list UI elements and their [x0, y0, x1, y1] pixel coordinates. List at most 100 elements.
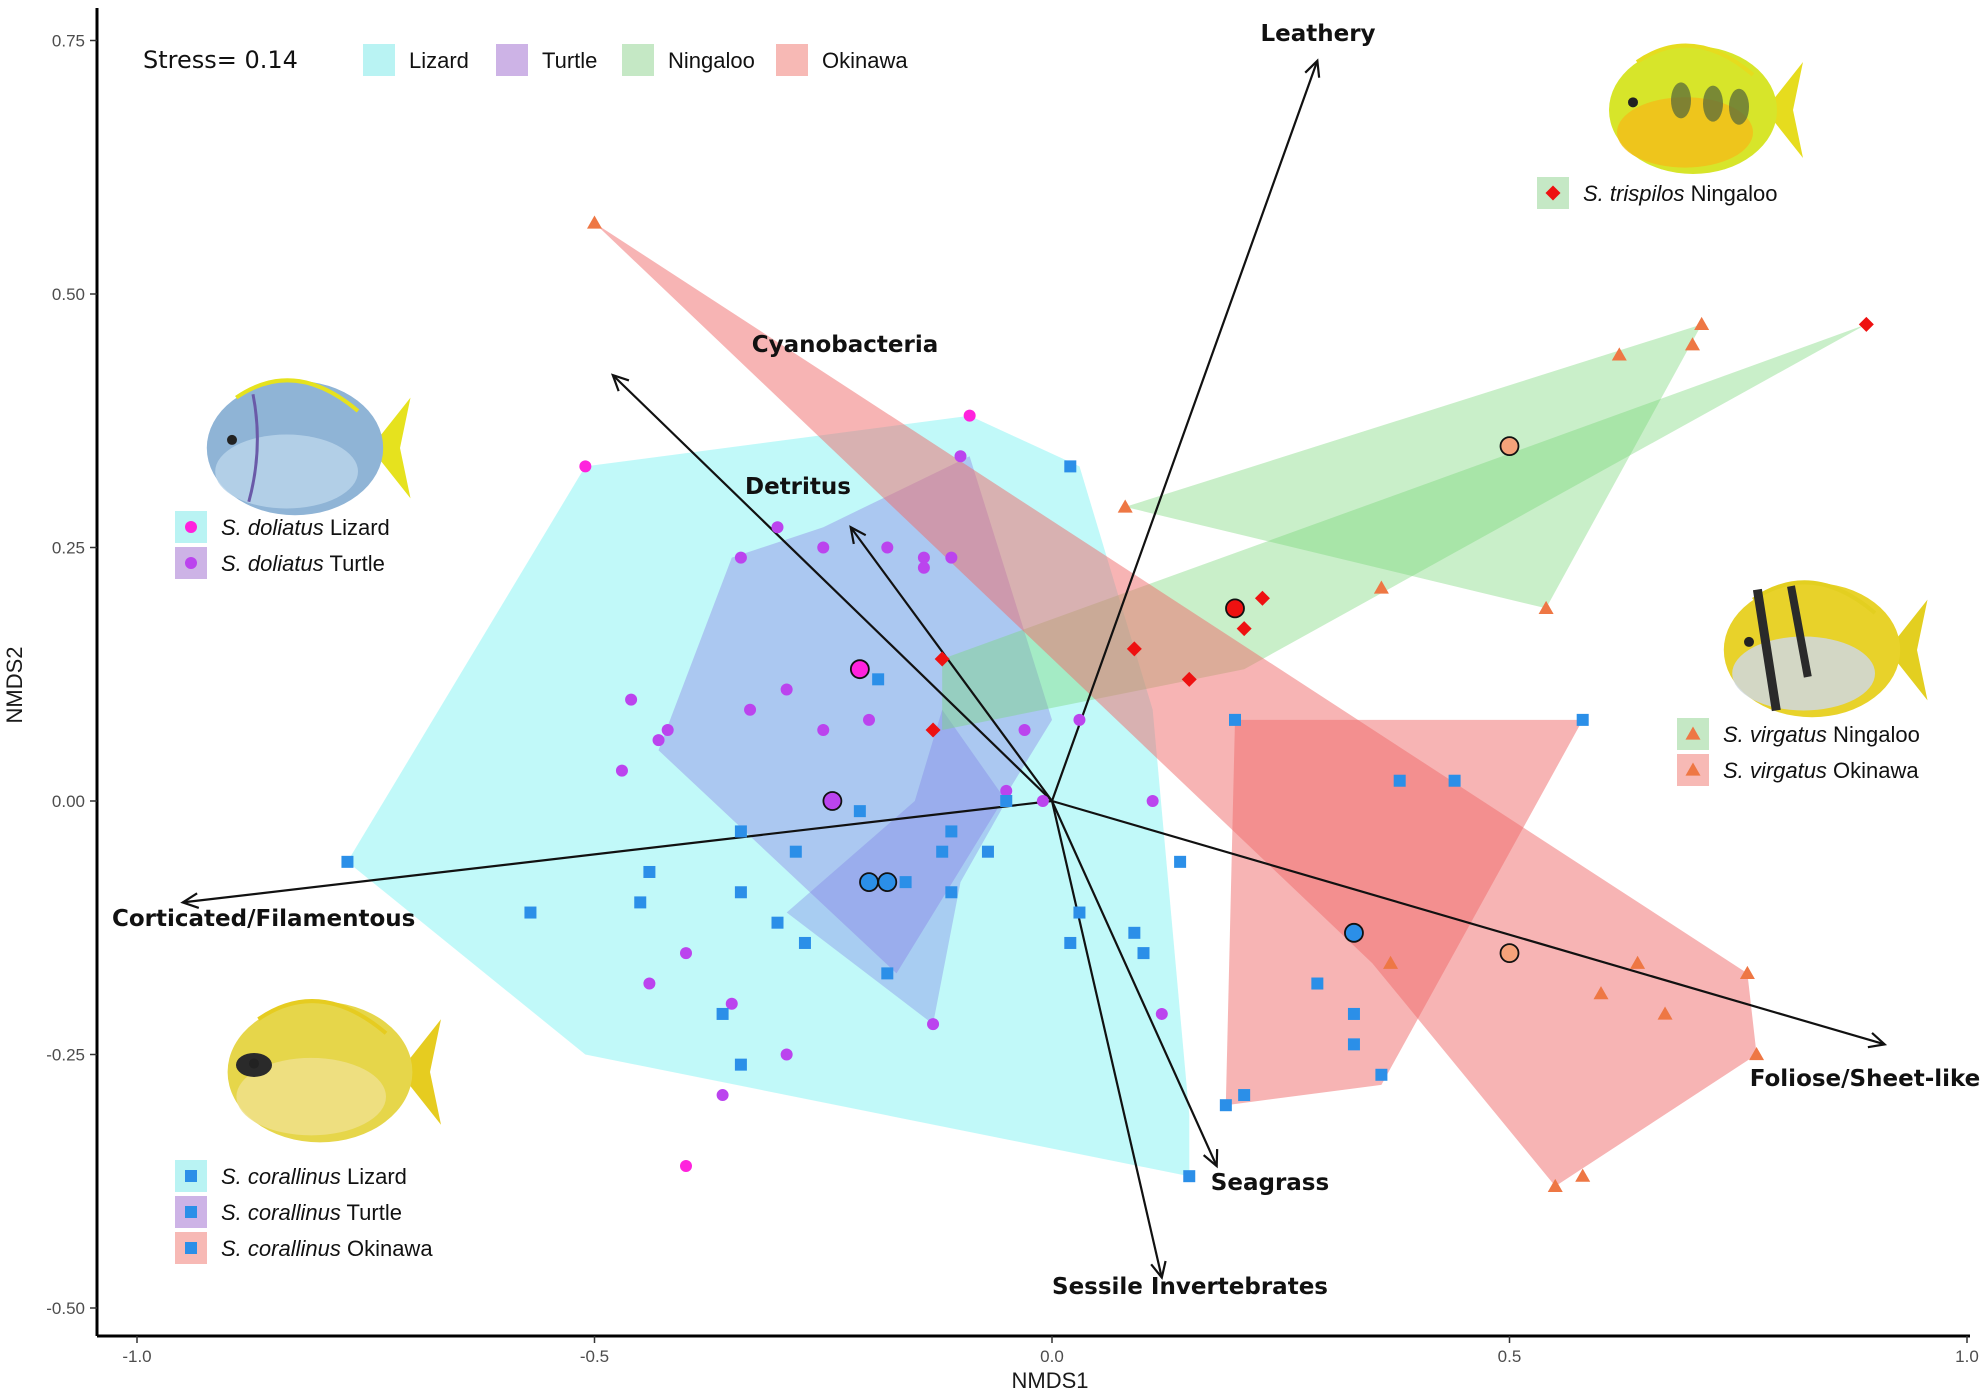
env-vectors: Leathery Cyanobacteria Detritus Corticated/…: [112, 21, 1980, 1300]
data-point: [934, 651, 950, 667]
data-point: [1383, 955, 1399, 969]
data-point: [744, 703, 757, 716]
data-point: [927, 1018, 940, 1031]
x-ticks: -1.0 -0.5 0.0 0.5 1.0: [122, 1336, 1979, 1366]
data-point: [817, 724, 830, 737]
vector-arrowhead: [1867, 1032, 1888, 1049]
data-point: [734, 825, 747, 838]
data-point: [899, 876, 912, 889]
vector-label-seagrass: Seagrass: [1211, 1170, 1329, 1196]
x-tick-label: -0.5: [580, 1347, 609, 1366]
data-point: [1000, 784, 1013, 797]
legend-label: Lizard: [409, 48, 469, 73]
hull-s-doliatus-lizard: [658, 456, 1052, 974]
stress-label: Stress= 0.14: [143, 46, 298, 74]
y-tick-label: 0.50: [52, 285, 85, 304]
hull-s-virgatus-ningaloo: [1125, 324, 1702, 609]
data-point: [634, 896, 647, 909]
legend-label: S. doliatus Lizard: [221, 515, 390, 540]
data-point: [1611, 347, 1627, 361]
legend-label: S. virgatus Okinawa: [1723, 758, 1919, 783]
series-s-corallinus: [341, 460, 1589, 1183]
data-point: [853, 805, 866, 818]
vector-label-cyanobacteria: Cyanobacteria: [752, 332, 939, 358]
vector-label-leathery: Leathery: [1260, 21, 1375, 47]
data-point: [643, 865, 656, 878]
legend-marker: [1685, 762, 1701, 776]
species-legend-s-virgatus-okinawa: S. virgatus Okinawa: [1677, 754, 1919, 786]
data-point: [1657, 1006, 1673, 1020]
legend-marker: [185, 1242, 197, 1254]
legend-label: S. doliatus Turtle: [221, 551, 385, 576]
legend-label: Ningaloo: [668, 48, 755, 73]
data-point: [798, 936, 811, 949]
trispilos-fish-icon: [1609, 43, 1803, 174]
data-point: [1073, 713, 1086, 726]
centroid-point: [1499, 436, 1520, 457]
hull-s-corallinus-turtle: [786, 709, 1007, 1025]
data-point: [981, 845, 994, 858]
data-point: [917, 561, 930, 574]
data-point: [963, 409, 976, 422]
legend-marker: [1545, 185, 1561, 201]
species-legend-s-trispilos-ningaloo: S. trispilos Ningaloo: [1537, 177, 1777, 209]
y-tick-label: -0.50: [46, 1299, 85, 1318]
y-ticks: -0.50 -0.25 0.00 0.25 0.50 0.75: [46, 32, 97, 1318]
convex-hulls: [347, 223, 1867, 1187]
data-point: [1538, 600, 1554, 614]
virgatus-fish-icon: [1723, 580, 1928, 718]
data-point: [1238, 1089, 1251, 1102]
data-point: [1229, 713, 1241, 726]
data-point: [615, 764, 628, 777]
vector-arrowhead: [180, 892, 200, 910]
data-point: [1137, 947, 1150, 960]
legend-marker: [185, 1170, 197, 1182]
x-tick-label: -1.0: [122, 1347, 151, 1366]
vector-line-cyanobacteria: [612, 374, 1053, 802]
data-point: [1593, 986, 1609, 1000]
vector-line-detritus: [849, 526, 1053, 802]
data-point: [680, 1160, 692, 1173]
data-point: [725, 997, 738, 1010]
data-point: [587, 215, 602, 229]
axes: [95, 8, 1970, 1338]
data-point: [1018, 724, 1031, 737]
data-point: [1547, 1178, 1563, 1192]
data-point: [579, 460, 592, 473]
data-point: [863, 713, 875, 726]
legend-label: S. corallinus Okinawa: [221, 1236, 433, 1261]
centroid-point: [1499, 943, 1520, 963]
centroid-points: [822, 436, 1520, 963]
legend-swatch: [363, 44, 395, 76]
data-point: [1448, 774, 1461, 787]
data-point: [1181, 671, 1197, 687]
data-point: [925, 722, 941, 738]
data-point: [1146, 795, 1159, 807]
data-point: [789, 845, 802, 858]
vector-cyanobacteria: Cyanobacteria: [610, 332, 1053, 802]
data-point: [1000, 795, 1013, 807]
data-point: [1128, 926, 1141, 939]
x-tick-label: 0.5: [1498, 1347, 1522, 1366]
centroid-point: [859, 872, 879, 893]
data-point: [917, 551, 930, 564]
hull-s-virgatus-okinawa: [594, 223, 1757, 1187]
data-point: [661, 724, 674, 737]
series-s-trispilos-ningaloo: [925, 316, 1874, 738]
data-point: [1311, 977, 1324, 990]
vector-line-seagrass: [1050, 800, 1218, 1167]
centroid-point: [1344, 922, 1364, 943]
data-point: [716, 1089, 729, 1102]
data-point: [780, 683, 793, 696]
vector-label-foliose-sheet-like: Foliose/Sheet-like: [1750, 1066, 1981, 1092]
vector-line-foliose-sheet-like: [1051, 799, 1885, 1046]
data-point: [1064, 460, 1077, 473]
y-tick-label: 0.75: [52, 32, 85, 51]
data-point: [1036, 795, 1049, 807]
data-points: [341, 215, 1874, 1192]
vector-arrowhead: [1202, 1149, 1219, 1169]
legend-marker: [185, 521, 197, 533]
legend-marker: [185, 557, 197, 569]
centroid-point: [822, 791, 843, 811]
